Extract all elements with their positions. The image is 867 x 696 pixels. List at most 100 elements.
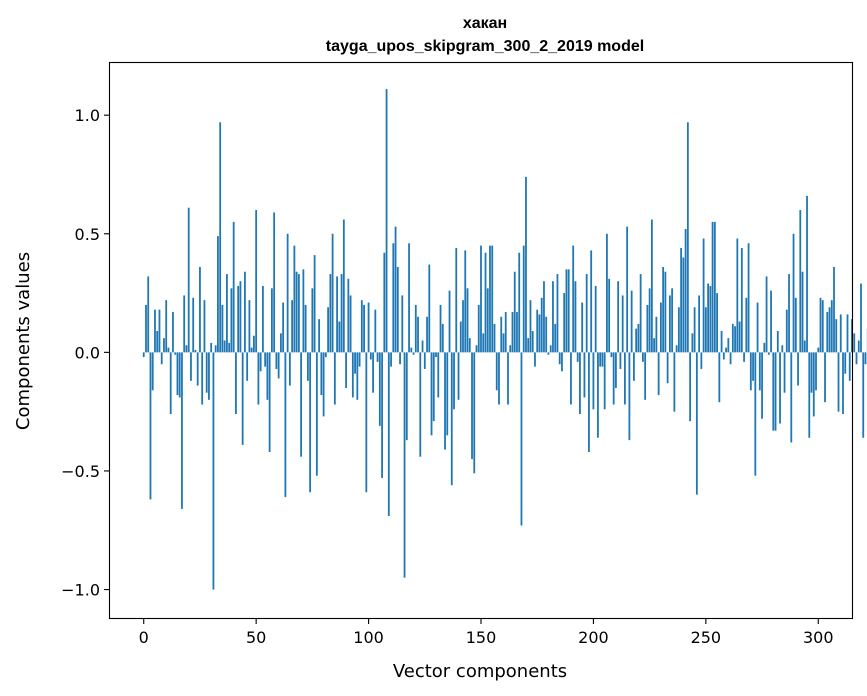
bar xyxy=(509,345,512,353)
bar xyxy=(794,297,797,353)
bar xyxy=(315,352,318,476)
x-axis-label: Vector components xyxy=(393,661,567,682)
bar xyxy=(450,352,453,486)
bar xyxy=(763,342,766,353)
bar xyxy=(264,352,267,367)
x-tick-label: 50 xyxy=(246,628,266,647)
bar xyxy=(439,304,442,353)
bar xyxy=(797,352,799,386)
bar xyxy=(682,257,685,353)
bar xyxy=(282,302,285,353)
bar xyxy=(268,352,271,452)
bar xyxy=(158,309,161,353)
bar xyxy=(387,352,390,517)
bar xyxy=(583,352,586,398)
bar xyxy=(347,278,350,353)
bar xyxy=(203,300,206,353)
bar xyxy=(677,307,680,353)
bar xyxy=(217,236,219,353)
bar xyxy=(673,352,676,412)
bar xyxy=(727,338,730,353)
bar xyxy=(363,304,365,353)
bar xyxy=(666,352,669,384)
bar xyxy=(228,342,231,353)
bar xyxy=(311,288,314,353)
bar xyxy=(306,352,309,381)
bar xyxy=(172,312,174,353)
bar xyxy=(713,221,716,353)
bar xyxy=(304,304,307,353)
bar xyxy=(552,281,554,353)
bar xyxy=(659,302,662,353)
bar xyxy=(154,309,156,353)
bar xyxy=(412,352,415,355)
bar xyxy=(637,323,640,353)
bar xyxy=(408,243,410,353)
bar xyxy=(358,352,361,367)
bar xyxy=(783,352,786,393)
bar xyxy=(590,250,593,353)
y-tick-label: −1.0 xyxy=(61,581,100,600)
bar xyxy=(770,290,772,353)
bar xyxy=(507,352,509,405)
x-tick-label: 150 xyxy=(466,628,497,647)
bar xyxy=(385,89,388,353)
chart-title: хакан xyxy=(463,15,507,32)
bar xyxy=(223,340,226,353)
bar xyxy=(830,300,833,353)
bar xyxy=(725,347,727,353)
bar xyxy=(743,352,745,362)
bar xyxy=(291,300,294,353)
bar xyxy=(844,352,847,374)
bar xyxy=(556,274,559,353)
bar xyxy=(383,252,386,353)
bar xyxy=(313,255,316,353)
bar xyxy=(594,285,597,353)
x-axis: 0 50 100 150 200 250 300 xyxy=(139,618,834,647)
bar xyxy=(284,352,287,498)
bar xyxy=(612,352,615,405)
chart-subtitle: tayga_upos_skipgram_300_2_2019 model xyxy=(326,38,644,55)
bar xyxy=(835,319,838,353)
bar xyxy=(468,338,471,353)
bar xyxy=(567,269,570,353)
bar xyxy=(338,321,341,353)
bar xyxy=(331,233,334,353)
bar xyxy=(394,226,397,353)
bar xyxy=(192,297,195,353)
bar xyxy=(765,276,768,353)
bar xyxy=(142,352,145,358)
bar xyxy=(405,352,408,441)
bar xyxy=(309,352,312,493)
bar xyxy=(610,352,613,358)
bar xyxy=(453,352,455,410)
bar xyxy=(318,319,321,353)
bar xyxy=(401,295,404,353)
bar xyxy=(785,309,788,353)
bar xyxy=(502,333,505,353)
bar xyxy=(459,321,462,353)
bar xyxy=(286,233,289,353)
bar xyxy=(421,340,424,353)
bar xyxy=(790,352,793,443)
bar xyxy=(329,274,332,353)
bar xyxy=(601,352,604,367)
bar xyxy=(493,323,496,353)
bar xyxy=(466,288,469,353)
bar xyxy=(662,266,665,353)
bar xyxy=(695,352,698,495)
bar xyxy=(324,352,327,358)
bar xyxy=(848,352,851,381)
bar xyxy=(801,271,804,353)
bar xyxy=(824,352,826,403)
bar xyxy=(650,219,653,353)
bar xyxy=(646,304,649,353)
bar xyxy=(432,352,435,422)
bar xyxy=(354,352,356,374)
bar xyxy=(471,352,473,460)
bar xyxy=(808,352,811,438)
bar xyxy=(531,331,534,353)
bar xyxy=(754,352,757,476)
bar xyxy=(772,352,775,431)
bar xyxy=(828,307,831,353)
